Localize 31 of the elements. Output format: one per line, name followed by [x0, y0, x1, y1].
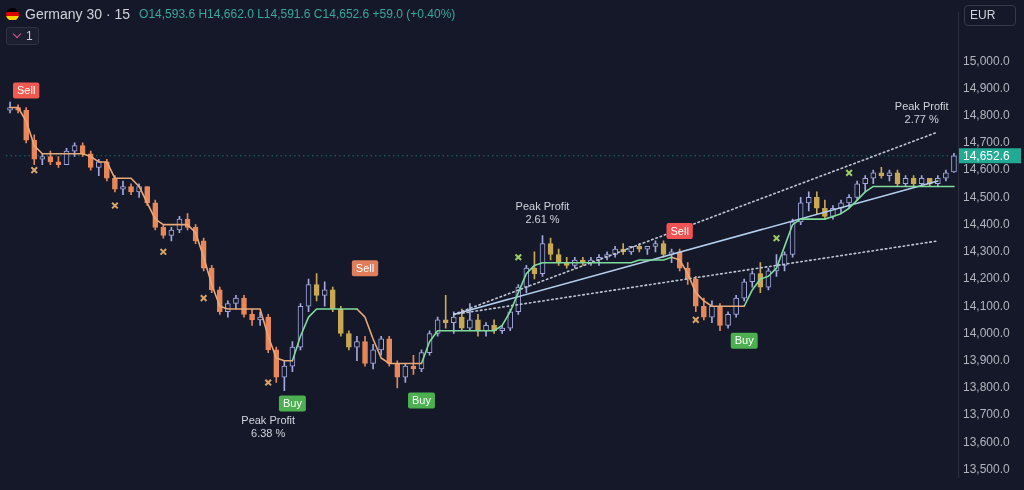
- y-tick-label: 14,200.0: [963, 271, 1011, 286]
- annotation: Peak Profit 6.38 %: [241, 414, 296, 439]
- annotation: Peak Profit 2.61 %: [515, 200, 570, 225]
- annotation: Sell: [17, 84, 36, 97]
- annotation: 1: [26, 29, 33, 43]
- y-tick-label: 14,000.0: [963, 325, 1011, 340]
- y-tick-label: 13,900.0: [963, 353, 1011, 368]
- y-tick-label: 14,700.0: [963, 135, 1011, 150]
- annotation: Buy: [282, 397, 303, 410]
- annotation: Peak Profit 2.77 %: [894, 100, 949, 125]
- chart-subtitle: O14,593.6 H14,662.0 L14,591.6 C14,652.6 +59.0 (+0.40%): [139, 7, 456, 21]
- annotation: Sell: [670, 224, 689, 237]
- y-tick-label: 13,700.0: [963, 407, 1011, 422]
- annotation: Buy: [412, 394, 432, 407]
- y-tick-label: 14,400.0: [963, 216, 1011, 231]
- annotation: Sell: [355, 261, 375, 274]
- y-tick-label: 14,100.0: [963, 298, 1011, 313]
- annotation: Buy: [734, 334, 755, 347]
- y-tick-label: 13,500.0: [963, 461, 1011, 476]
- y-tick-label: 13,800.0: [963, 380, 1011, 395]
- y-tick-label: 15,000.0: [963, 53, 1011, 68]
- y-tick-label: 13,600.0: [963, 434, 1011, 449]
- y-tick-label: 14,600.0: [963, 162, 1011, 177]
- y-tick-label: 14,300.0: [963, 244, 1011, 259]
- ref-line-label: 14,652.6: [963, 148, 1011, 163]
- chart-title: Germany 30 · 15: [25, 6, 131, 22]
- indicator-toggle-button: 1: [6, 27, 39, 45]
- y-tick-label: 14,900.0: [963, 80, 1011, 95]
- y-tick-label: 14,800.0: [963, 107, 1011, 122]
- y-axis-title: EUR: [964, 5, 1016, 26]
- y-tick-label: 14,500.0: [963, 189, 1011, 204]
